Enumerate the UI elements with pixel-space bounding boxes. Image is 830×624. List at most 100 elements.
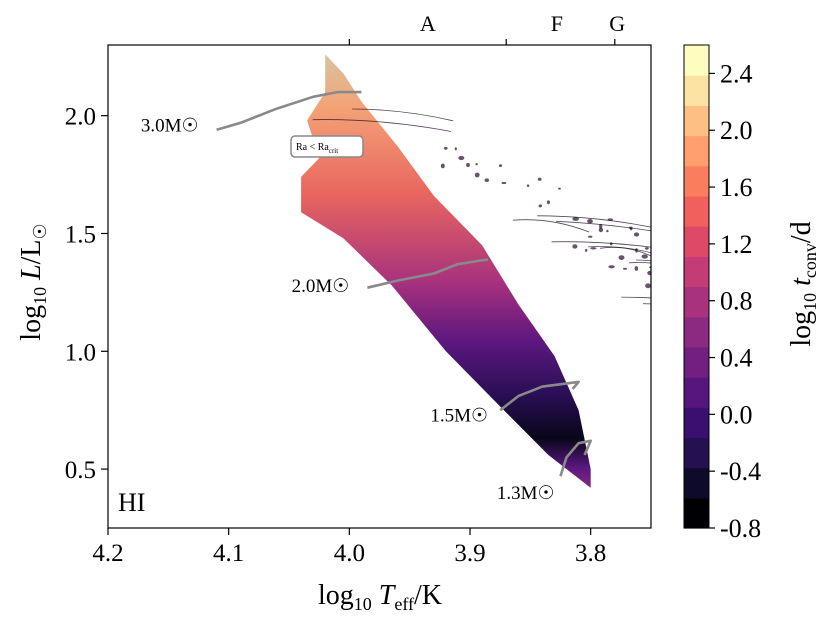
contour-blob [668,259,672,263]
contour-blob [606,229,609,233]
contour-blob [440,163,445,169]
track-1-3-msun [559,439,592,477]
contour-blob [771,356,773,358]
colorbar-swatch [684,286,709,318]
contour-blob [783,329,785,333]
colorbar-swatch [684,407,709,439]
y-axis-title: log10 L/L☉ [16,223,50,340]
track-1-5-msun [499,380,580,412]
contour-blob [558,187,561,190]
x-tick-label: 4.0 [334,540,365,567]
contour-blob [622,267,628,270]
colorbar-tick-label: 0.4 [720,344,753,373]
contour-blob [585,248,588,252]
rayleigh-badge: Ra < Racrit [290,135,364,158]
contour-blob [498,164,503,168]
contour-line [556,220,651,232]
contour-blob [644,247,649,250]
panel-label: HI [118,488,145,517]
contour-line [312,119,452,132]
colorbar-title: log10 tconv/d [786,221,820,346]
colorbar-swatch [684,75,709,106]
contour-line [780,370,830,382]
contour-blob [826,358,829,361]
contour-blob [755,327,759,329]
mass-label-1-5: 1.5M☉ [430,406,488,427]
x-axis-ticks: 4.2 4.1 4.0 3.9 3.8 [92,528,606,567]
colorbar-swatch [684,45,709,76]
colorbar-swatch [684,105,709,137]
contour-blob [484,178,490,182]
contour-blob [572,244,578,249]
contour-blob [526,184,530,187]
contour-blob [608,265,615,269]
contour-blob [590,247,597,250]
contour-blob [675,264,681,267]
colorbar-tick-label: 0.0 [720,400,753,429]
contour-blob [599,223,603,229]
contour-blob [634,266,639,271]
contour-blob [630,227,633,231]
x-tick-label: 4.2 [92,540,123,567]
evolution-tracks [216,90,592,477]
contour-lines [312,108,830,417]
contour-blob [762,341,767,346]
contour-blob [538,204,542,208]
colorbar-swatch [684,346,709,378]
contour-blob [763,344,769,346]
contour-blob [618,255,625,260]
contour-blob [475,163,478,166]
contour-line [599,246,651,257]
mass-labels: 3.0M☉ 2.0M☉ 1.5M☉ 1.3M☉ [141,116,555,505]
contour-blob [454,147,457,151]
contour-blob [674,269,679,274]
contour-blob [458,155,465,161]
colorbar-tick-label: 1.6 [720,173,753,202]
contour-blob [588,235,593,238]
colorbar-tick-label: 2.4 [720,59,753,88]
mass-label-1-3: 1.3M☉ [497,483,555,504]
track-3-0-msun [216,90,362,132]
colorbar-swatch [684,165,709,197]
mass-label-2-0: 2.0M☉ [292,276,350,297]
colorbar: 2.4 2.0 1.6 1.2 0.8 0.4 0.0 -0.4 -0.8 [683,44,761,543]
contour-line [352,108,454,122]
plot-frame [107,44,652,529]
contour-blob [607,218,613,221]
contour-blob [749,329,752,333]
contour-blob [641,254,648,259]
convection-field [216,54,830,488]
field-region [301,54,591,488]
contour-blob [635,248,638,253]
colorbar-swatch [684,135,709,167]
contour-line [537,215,651,228]
contour-line [588,246,651,254]
x-axis-title: log10 Teff/K [318,580,442,614]
contour-blob [474,172,480,178]
contour-blob [818,333,824,338]
contour-line [513,219,590,233]
contour-blob [587,219,593,224]
colorbar-tick-label: -0.4 [720,457,761,486]
contour-blob [537,177,542,181]
contour-line [628,262,651,264]
colorbar-tick-label: 0.8 [720,287,753,316]
x-tick-label: 3.9 [454,540,485,567]
colorbar-swatch [684,437,709,469]
colorbar-tick-label: 2.0 [720,116,753,145]
colorbar-tick-label: -0.8 [720,514,761,543]
contour-blob [501,181,507,185]
contour-line [635,259,651,262]
contour-line [804,388,830,400]
contour-blob [645,283,651,289]
contour-blob [609,242,613,246]
colorbar-swatch [684,316,709,348]
contour-blob [676,301,681,304]
contour-blob [738,316,743,319]
y-tick-label: 0.5 [65,457,96,484]
spectral-type-F: F [551,11,563,36]
contour-line [804,405,830,417]
contour-blob [656,260,658,264]
